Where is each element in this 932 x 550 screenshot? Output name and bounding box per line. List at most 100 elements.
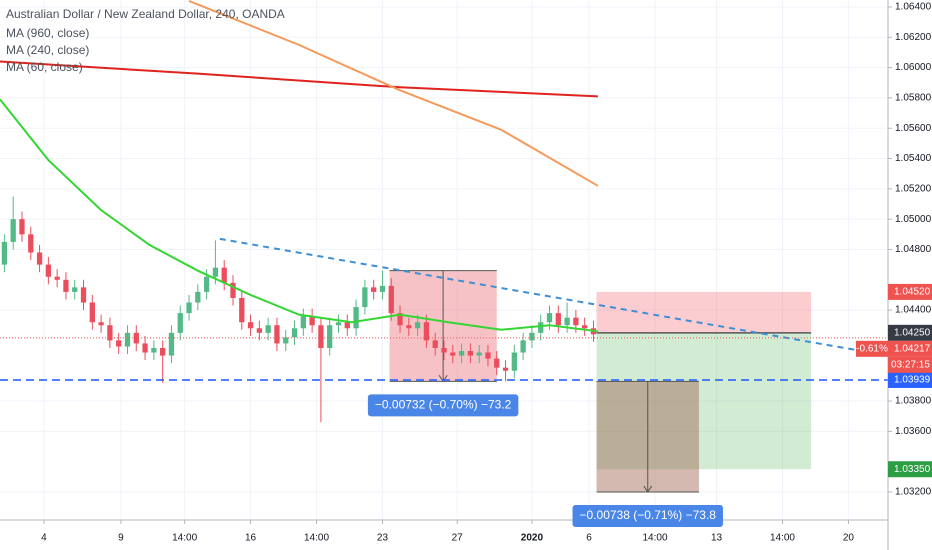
measure-label: −0.00738 (−0.71%) −73.8 — [580, 508, 717, 522]
candle-body — [54, 276, 60, 280]
candle-body — [476, 352, 482, 356]
candle-body — [520, 340, 526, 353]
y-tick-label: 1.05000 — [895, 214, 932, 225]
stop-tag-bg — [888, 283, 932, 300]
x-tick-label: 14:00 — [770, 533, 795, 544]
candle-body — [582, 325, 588, 329]
candle-body — [45, 264, 51, 277]
measure-label: −0.00732 (−0.70%) −73.2 — [375, 397, 512, 411]
candle-body — [107, 325, 113, 341]
candle-body — [335, 322, 342, 326]
x-tick-label: 14:00 — [642, 533, 667, 544]
candle-body — [291, 328, 298, 338]
y-tick-label: 1.05200 — [895, 183, 932, 194]
legend-entry: MA (960, close) — [6, 26, 89, 40]
candle-body — [247, 322, 254, 329]
candle-body — [432, 340, 438, 348]
candle-body — [160, 347, 166, 356]
candle-body — [388, 285, 394, 314]
candle-body — [28, 234, 34, 253]
y-tick-label: 1.06400 — [895, 2, 932, 13]
candle-body — [63, 279, 69, 292]
candle-body — [203, 276, 210, 292]
candle-body — [327, 325, 333, 348]
candle-body — [309, 316, 315, 326]
candle-body — [195, 291, 201, 303]
candle-body — [546, 313, 553, 323]
candle-body — [564, 317, 570, 326]
trend-line — [219, 237, 888, 357]
candle-body — [36, 252, 43, 265]
candle-body — [414, 322, 421, 329]
y-tick-label: 1.04800 — [895, 244, 932, 255]
candle-body — [318, 325, 324, 348]
candle-body — [511, 352, 517, 371]
y-tick-label: 1.05800 — [895, 93, 932, 104]
target-tag: 1.03350 — [894, 464, 931, 475]
candle-body — [274, 325, 280, 344]
candle-body — [502, 367, 509, 371]
candle-body — [10, 219, 16, 242]
ma-line — [0, 60, 598, 98]
plot-area — [0, 0, 888, 520]
candle-body — [256, 328, 263, 333]
candle-body — [124, 332, 131, 347]
stop-zone — [596, 291, 812, 333]
candle-body — [573, 317, 579, 326]
candle-body — [19, 219, 25, 235]
candle-body — [221, 267, 227, 283]
last-price-tag: 1.04217 — [894, 343, 931, 354]
countdown-bg — [888, 356, 932, 373]
target-zone — [596, 332, 812, 470]
x-tick-label: 14:00 — [172, 533, 197, 544]
candle-body — [458, 351, 465, 356]
x-tick-label: 14:00 — [304, 533, 329, 544]
candle-body — [72, 287, 78, 292]
candle-body — [168, 332, 175, 356]
candle-body — [265, 325, 271, 333]
candle-body — [467, 351, 474, 356]
candle-body — [441, 347, 447, 353]
entry-tag: 1.04250 — [894, 327, 931, 338]
candle-body — [485, 352, 491, 359]
candle-body — [133, 332, 139, 344]
candle-body — [406, 325, 412, 329]
candle-body — [239, 297, 245, 323]
candle-body — [450, 352, 456, 356]
entry-tag-bg — [888, 324, 932, 341]
candle-body — [89, 302, 95, 323]
change-bg — [856, 340, 888, 357]
candle-body — [116, 340, 122, 347]
y-tick-label: 1.05600 — [895, 123, 932, 134]
ma-line — [188, 0, 599, 187]
y-tick-label: 1.03800 — [895, 396, 932, 407]
y-tick-label: 1.05400 — [895, 153, 932, 164]
hline-tag-bg — [888, 371, 932, 388]
candle-body — [186, 302, 192, 314]
x-tick-label: 6 — [586, 533, 592, 544]
countdown: 03:27:15 — [891, 359, 930, 370]
x-tick-label: 20 — [843, 533, 855, 544]
ma-line — [0, 98, 598, 333]
candle-body — [151, 347, 157, 353]
candle-body — [362, 287, 368, 308]
candle-body — [538, 322, 544, 333]
chart-title: Australian Dollar / New Zealand Dollar, … — [6, 7, 285, 21]
candle-body — [529, 332, 535, 341]
candle-body — [353, 307, 359, 329]
y-tick-label: 1.03200 — [895, 487, 932, 498]
candle-body — [494, 358, 500, 368]
x-tick-label: 9 — [118, 533, 124, 544]
candle-body — [80, 287, 87, 303]
measure-label-bg — [572, 504, 723, 527]
candle-body — [230, 282, 236, 298]
candle-body — [177, 313, 183, 333]
candle-body — [344, 322, 350, 329]
hline-tag: 1.03939 — [894, 375, 931, 386]
candle-body — [283, 337, 289, 344]
candle-body — [379, 285, 386, 292]
y-tick-label: 1.06200 — [895, 32, 932, 43]
target-tag-bg — [888, 461, 932, 478]
x-tick-label: 16 — [245, 533, 257, 544]
